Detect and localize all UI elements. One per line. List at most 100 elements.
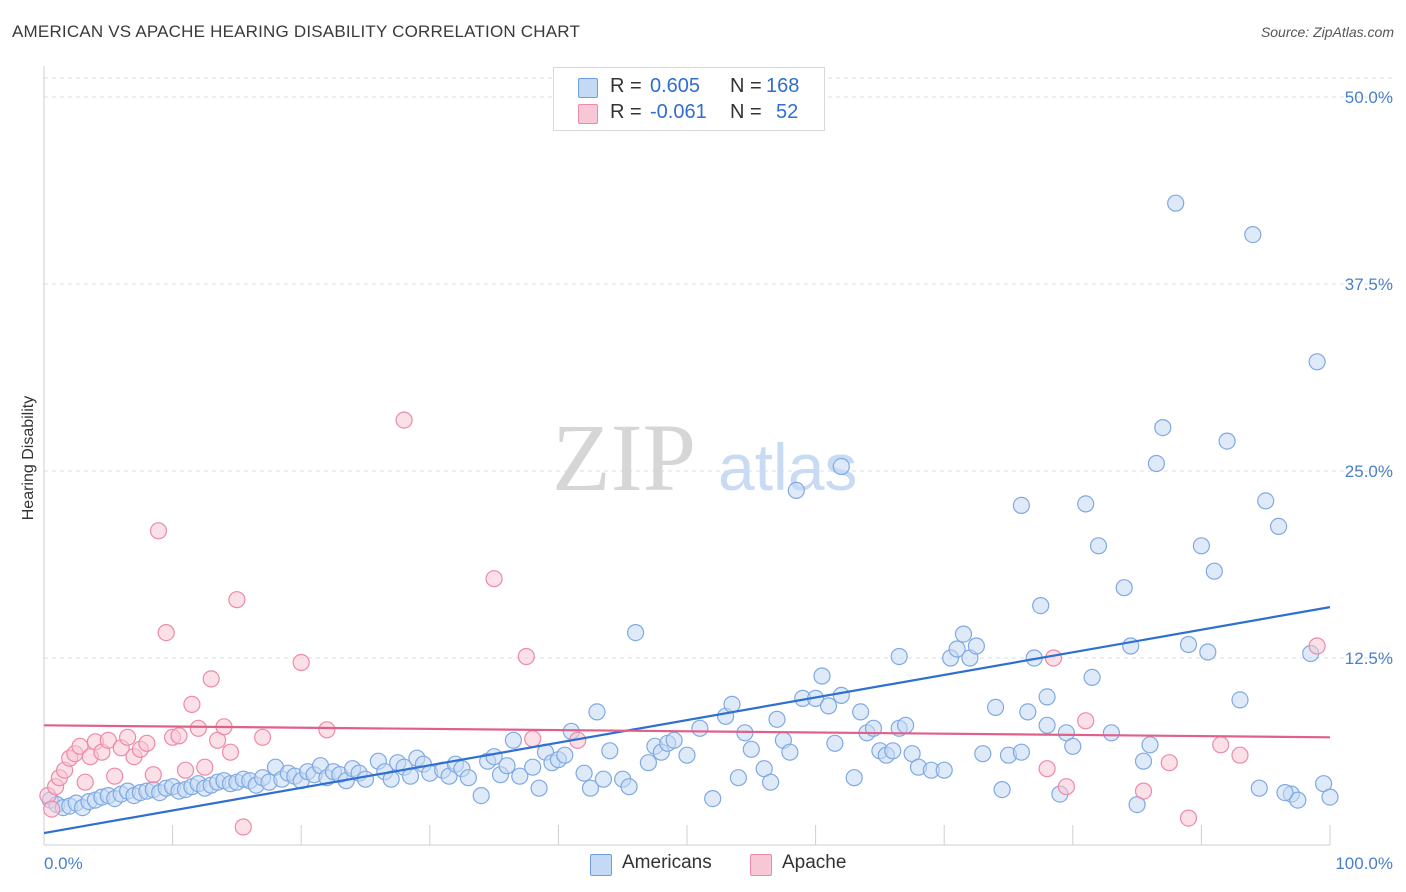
apache-point [196,758,214,776]
americans-point [1199,643,1217,661]
americans-point [678,746,696,764]
americans-point [511,767,529,785]
americans-point [472,786,490,805]
apache-point [189,719,207,737]
americans-point [581,779,600,797]
y-axis-label: Hearing Disability [20,396,37,521]
apache-point [202,670,220,688]
americans-point [1064,737,1082,755]
americans-point [1115,579,1133,597]
apache-point [1212,736,1230,754]
apache-point [485,570,503,588]
americans-point [1141,736,1159,754]
apache-point [1044,649,1063,667]
americans-point [890,647,908,666]
americans-point [588,703,606,721]
legend-swatch-americans [578,78,598,98]
americans-point [974,745,992,763]
apache-point [149,522,168,540]
americans-point [845,769,863,787]
apache-point [1077,712,1095,730]
americans-point [826,734,844,752]
americans-point [729,769,748,787]
apache-point [138,734,156,752]
apache-point [318,721,336,739]
apache-point [1308,637,1326,655]
watermark-zip: ZIP [552,404,696,511]
apache-point [118,728,137,746]
americans-point [1077,495,1095,513]
americans-point [986,698,1005,717]
americans-point [530,779,548,797]
apache-point [517,647,535,666]
legend-n-value: 52 [776,101,799,123]
bottom-legend-label: Americans [622,852,712,873]
apache-point [43,800,61,818]
apache-point [1134,782,1153,800]
americans-point [1308,353,1326,371]
legend-r-value: 0.605 [650,75,701,97]
americans-point [639,754,658,772]
tick-labels: 12.5% 25.0% 37.5% 50.0% 0.0% 100.0% [44,88,1393,873]
x-tick-label: 0.0% [44,854,83,873]
americans-point [1205,562,1223,580]
apache-point [1231,746,1249,764]
americans-point [1012,496,1031,514]
apache-point [228,591,246,609]
apache-point [157,623,175,642]
americans-point [1250,779,1268,797]
americans-point [813,667,831,685]
legend-n-label: N = [730,75,762,97]
americans-point [1147,454,1166,473]
chart-title: AMERICAN VS APACHE HEARING DISABILITY CO… [12,22,581,41]
y-tick-label: 12.5% [1345,649,1393,668]
source-label: Source: ZipAtlas.com [1260,24,1394,40]
americans-point [1269,517,1288,536]
americans-point [954,625,973,643]
apache-point [76,773,94,791]
americans-point [1134,752,1153,770]
americans-point [723,695,741,714]
americans-point [1019,703,1037,721]
americans-point [356,770,375,788]
apache-point [170,727,188,745]
americans-point [1276,783,1294,802]
americans-point [1167,194,1185,212]
apache-point [234,818,252,836]
americans-point [601,742,619,760]
legend-swatch-apache [578,104,598,124]
americans-point [884,742,902,760]
apache-point [524,730,542,748]
americans-point [1257,492,1275,510]
trend-lines [43,606,1331,835]
americans-point [787,481,805,499]
y-tick-label: 25.0% [1345,462,1393,481]
legend-n-value: 168 [766,75,800,97]
americans-point [1321,788,1339,806]
apache-point [1160,754,1178,772]
americans-point [781,743,799,761]
americans-trend-line [43,606,1331,835]
americans-point [556,746,574,764]
apache-point [221,743,240,761]
americans-point [1154,419,1172,437]
americans-point [498,757,516,775]
americans-point [967,637,986,655]
americans-point [832,686,850,705]
apache-point [1038,760,1056,778]
apache-point [99,731,117,749]
y-tick-label: 50.0% [1345,88,1393,107]
americans-point [935,761,953,779]
americans-point [575,764,593,782]
legend-r-value: -0.061 [650,101,707,123]
americans-point [1231,691,1249,709]
americans-point [704,789,722,808]
americans-point [1192,537,1211,555]
americans-point [1083,668,1101,687]
americans-point [665,731,683,749]
axes [43,66,1331,846]
series-apache [39,411,1326,836]
americans-point [691,719,709,737]
apache-point [254,728,272,746]
